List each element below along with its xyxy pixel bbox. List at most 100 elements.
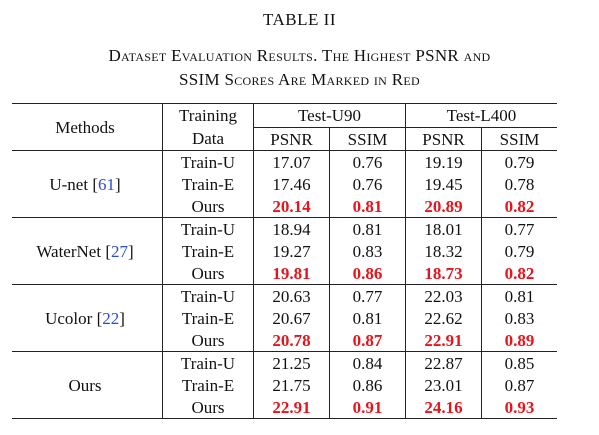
table-row: Train-E 17.46 0.76 19.45 0.78 [12, 173, 557, 195]
double-rule-gap [158, 150, 163, 218]
double-rule-gap [158, 103, 163, 151]
score-cell-u-psnr: 19.27 [253, 240, 330, 262]
score-cell-u-psnr: 20.67 [253, 307, 330, 329]
training-data-cell: Ours [162, 396, 254, 419]
score-cell-l-ssim: 0.77 [481, 217, 557, 240]
header-training-line-1: Training [162, 103, 254, 128]
score-cell-l-psnr: 18.01 [405, 217, 482, 240]
score-cell-u-ssim: 0.77 [329, 284, 406, 307]
header-u90-psnr: PSNR [253, 127, 330, 151]
citation-link[interactable]: 27 [110, 241, 128, 261]
score-cell-u-psnr: 17.46 [253, 173, 330, 195]
score-cell-l-ssim: 0.85 [481, 351, 557, 374]
training-data-cell: Train-E [181, 375, 235, 395]
score-cell-l-psnr: 20.89 [405, 195, 482, 218]
citation-bracket-open: [ [101, 241, 111, 261]
score-cell-l-ssim: 0.79 [481, 240, 557, 262]
score-cell-u-ssim: 0.76 [329, 173, 406, 195]
method-name: Ours [68, 375, 102, 395]
score-cell-l-psnr: 23.01 [405, 374, 482, 396]
score-cell-u-ssim: 0.81 [329, 195, 406, 218]
score-cell-l-ssim: 0.82 [481, 262, 557, 285]
score-cell-u-psnr: 20.14 [253, 195, 330, 218]
training-data-cell: Train-U [162, 284, 254, 307]
score-cell-u-ssim: 0.84 [329, 351, 406, 374]
table-row: Ours 19.81 0.86 18.73 0.82 [12, 262, 557, 285]
score-cell-u-psnr: 19.81 [253, 262, 330, 285]
score-cell-u-ssim: 0.86 [329, 374, 406, 396]
score-cell-l-ssim: 0.79 [481, 150, 557, 173]
score-cell-l-psnr: 18.73 [405, 262, 482, 285]
citation-link[interactable]: 22 [102, 308, 120, 328]
score-cell-l-psnr: 19.45 [405, 173, 482, 195]
score-cell-l-psnr: 22.03 [405, 284, 482, 307]
score-cell-l-psnr: 22.91 [405, 329, 482, 352]
method-name-cell: Ours [12, 351, 158, 419]
score-cell-u-psnr: 20.63 [253, 284, 330, 307]
training-data-cell: Ours [191, 263, 225, 283]
header-l400-ssim: SSIM [481, 127, 557, 151]
score-cell-l-ssim: 0.89 [481, 329, 557, 352]
score-cell-l-ssim: 0.87 [481, 374, 557, 396]
table-row: Ucolor [22] Train-U 20.63 0.77 22.03 0.81 [12, 284, 557, 352]
method-name-cell: U-net [61] [12, 150, 158, 218]
score-cell-l-psnr: 22.87 [405, 351, 482, 374]
training-data-cell: Train-U [162, 217, 254, 240]
score-cell-u-ssim: 0.81 [329, 217, 406, 240]
training-data-cell: Train-E [181, 174, 235, 194]
citation-bracket-close: ] [114, 174, 121, 194]
citation-bracket-close: ] [127, 241, 134, 261]
method-name: WaterNet [36, 241, 102, 261]
method-name: Ucolor [45, 308, 93, 328]
training-data-cell: Ours [191, 196, 225, 216]
table-row: Ours 22.91 0.91 24.16 0.93 [12, 396, 557, 419]
score-cell-u-psnr: 21.75 [253, 374, 330, 396]
header-l400-psnr: PSNR [405, 127, 482, 151]
table-row: Ours Train-U 21.25 0.84 22.87 0.85 [12, 351, 557, 419]
double-rule-gap [158, 217, 163, 285]
header-test-l400: Test-L400 [405, 103, 557, 128]
score-cell-u-ssim: 0.83 [329, 240, 406, 262]
score-cell-l-psnr: 18.32 [405, 240, 482, 262]
table-row: WaterNet [27] Train-U 18.94 0.81 18.01 0.77 [12, 217, 557, 285]
score-cell-l-psnr: 22.62 [405, 307, 482, 329]
score-cell-l-ssim: 0.93 [481, 396, 557, 419]
training-data-cell: Train-E [181, 308, 235, 328]
header-u90-ssim: SSIM [329, 127, 406, 151]
table-title-line-2: SSIM Scores Are Marked in Red [179, 70, 420, 89]
table-row: Train-E 19.27 0.83 18.32 0.79 [12, 240, 557, 262]
score-cell-u-ssim: 0.76 [329, 150, 406, 173]
training-data-cell: Ours [191, 330, 225, 350]
score-cell-l-psnr: 24.16 [405, 396, 482, 419]
double-rule-gap [158, 284, 163, 352]
score-cell-l-ssim: 0.83 [481, 307, 557, 329]
score-cell-l-ssim: 0.82 [481, 195, 557, 218]
score-cell-u-psnr: 18.94 [253, 217, 330, 240]
table-label: TABLE II [263, 10, 336, 29]
citation-bracket-close: ] [119, 308, 125, 328]
score-cell-u-ssim: 0.87 [329, 329, 406, 352]
header-methods: Methods [12, 103, 158, 151]
score-cell-u-psnr: 22.91 [253, 396, 330, 419]
score-cell-u-psnr: 21.25 [253, 351, 330, 374]
method-name: U-net [49, 174, 89, 194]
score-cell-u-psnr: 17.07 [253, 150, 330, 173]
training-data-cell: Train-U [162, 150, 254, 173]
table-row: Ours 20.78 0.87 22.91 0.89 [12, 329, 557, 352]
score-cell-u-ssim: 0.86 [329, 262, 406, 285]
table-row: Ours 20.14 0.81 20.89 0.82 [12, 195, 557, 218]
table-row: Train-E 21.75 0.86 23.01 0.87 [12, 374, 557, 396]
method-name-cell: WaterNet [27] [12, 217, 158, 285]
double-rule-gap [158, 351, 163, 419]
score-cell-u-psnr: 20.78 [253, 329, 330, 352]
header-test-u90: Test-U90 [253, 103, 406, 128]
method-name-cell: Ucolor [22] [12, 284, 158, 352]
citation-bracket-open: [ [92, 308, 103, 328]
training-data-cell: Train-U [162, 351, 254, 374]
table-title-line-1: Dataset Evaluation Results. The Highest … [108, 46, 491, 65]
score-cell-u-ssim: 0.91 [329, 396, 406, 419]
table-row: U-net [61] Train-U 17.07 0.76 19.19 0.79 [12, 150, 557, 218]
score-cell-l-psnr: 19.19 [405, 150, 482, 173]
citation-link[interactable]: 61 [97, 174, 115, 194]
score-cell-u-ssim: 0.81 [329, 307, 406, 329]
